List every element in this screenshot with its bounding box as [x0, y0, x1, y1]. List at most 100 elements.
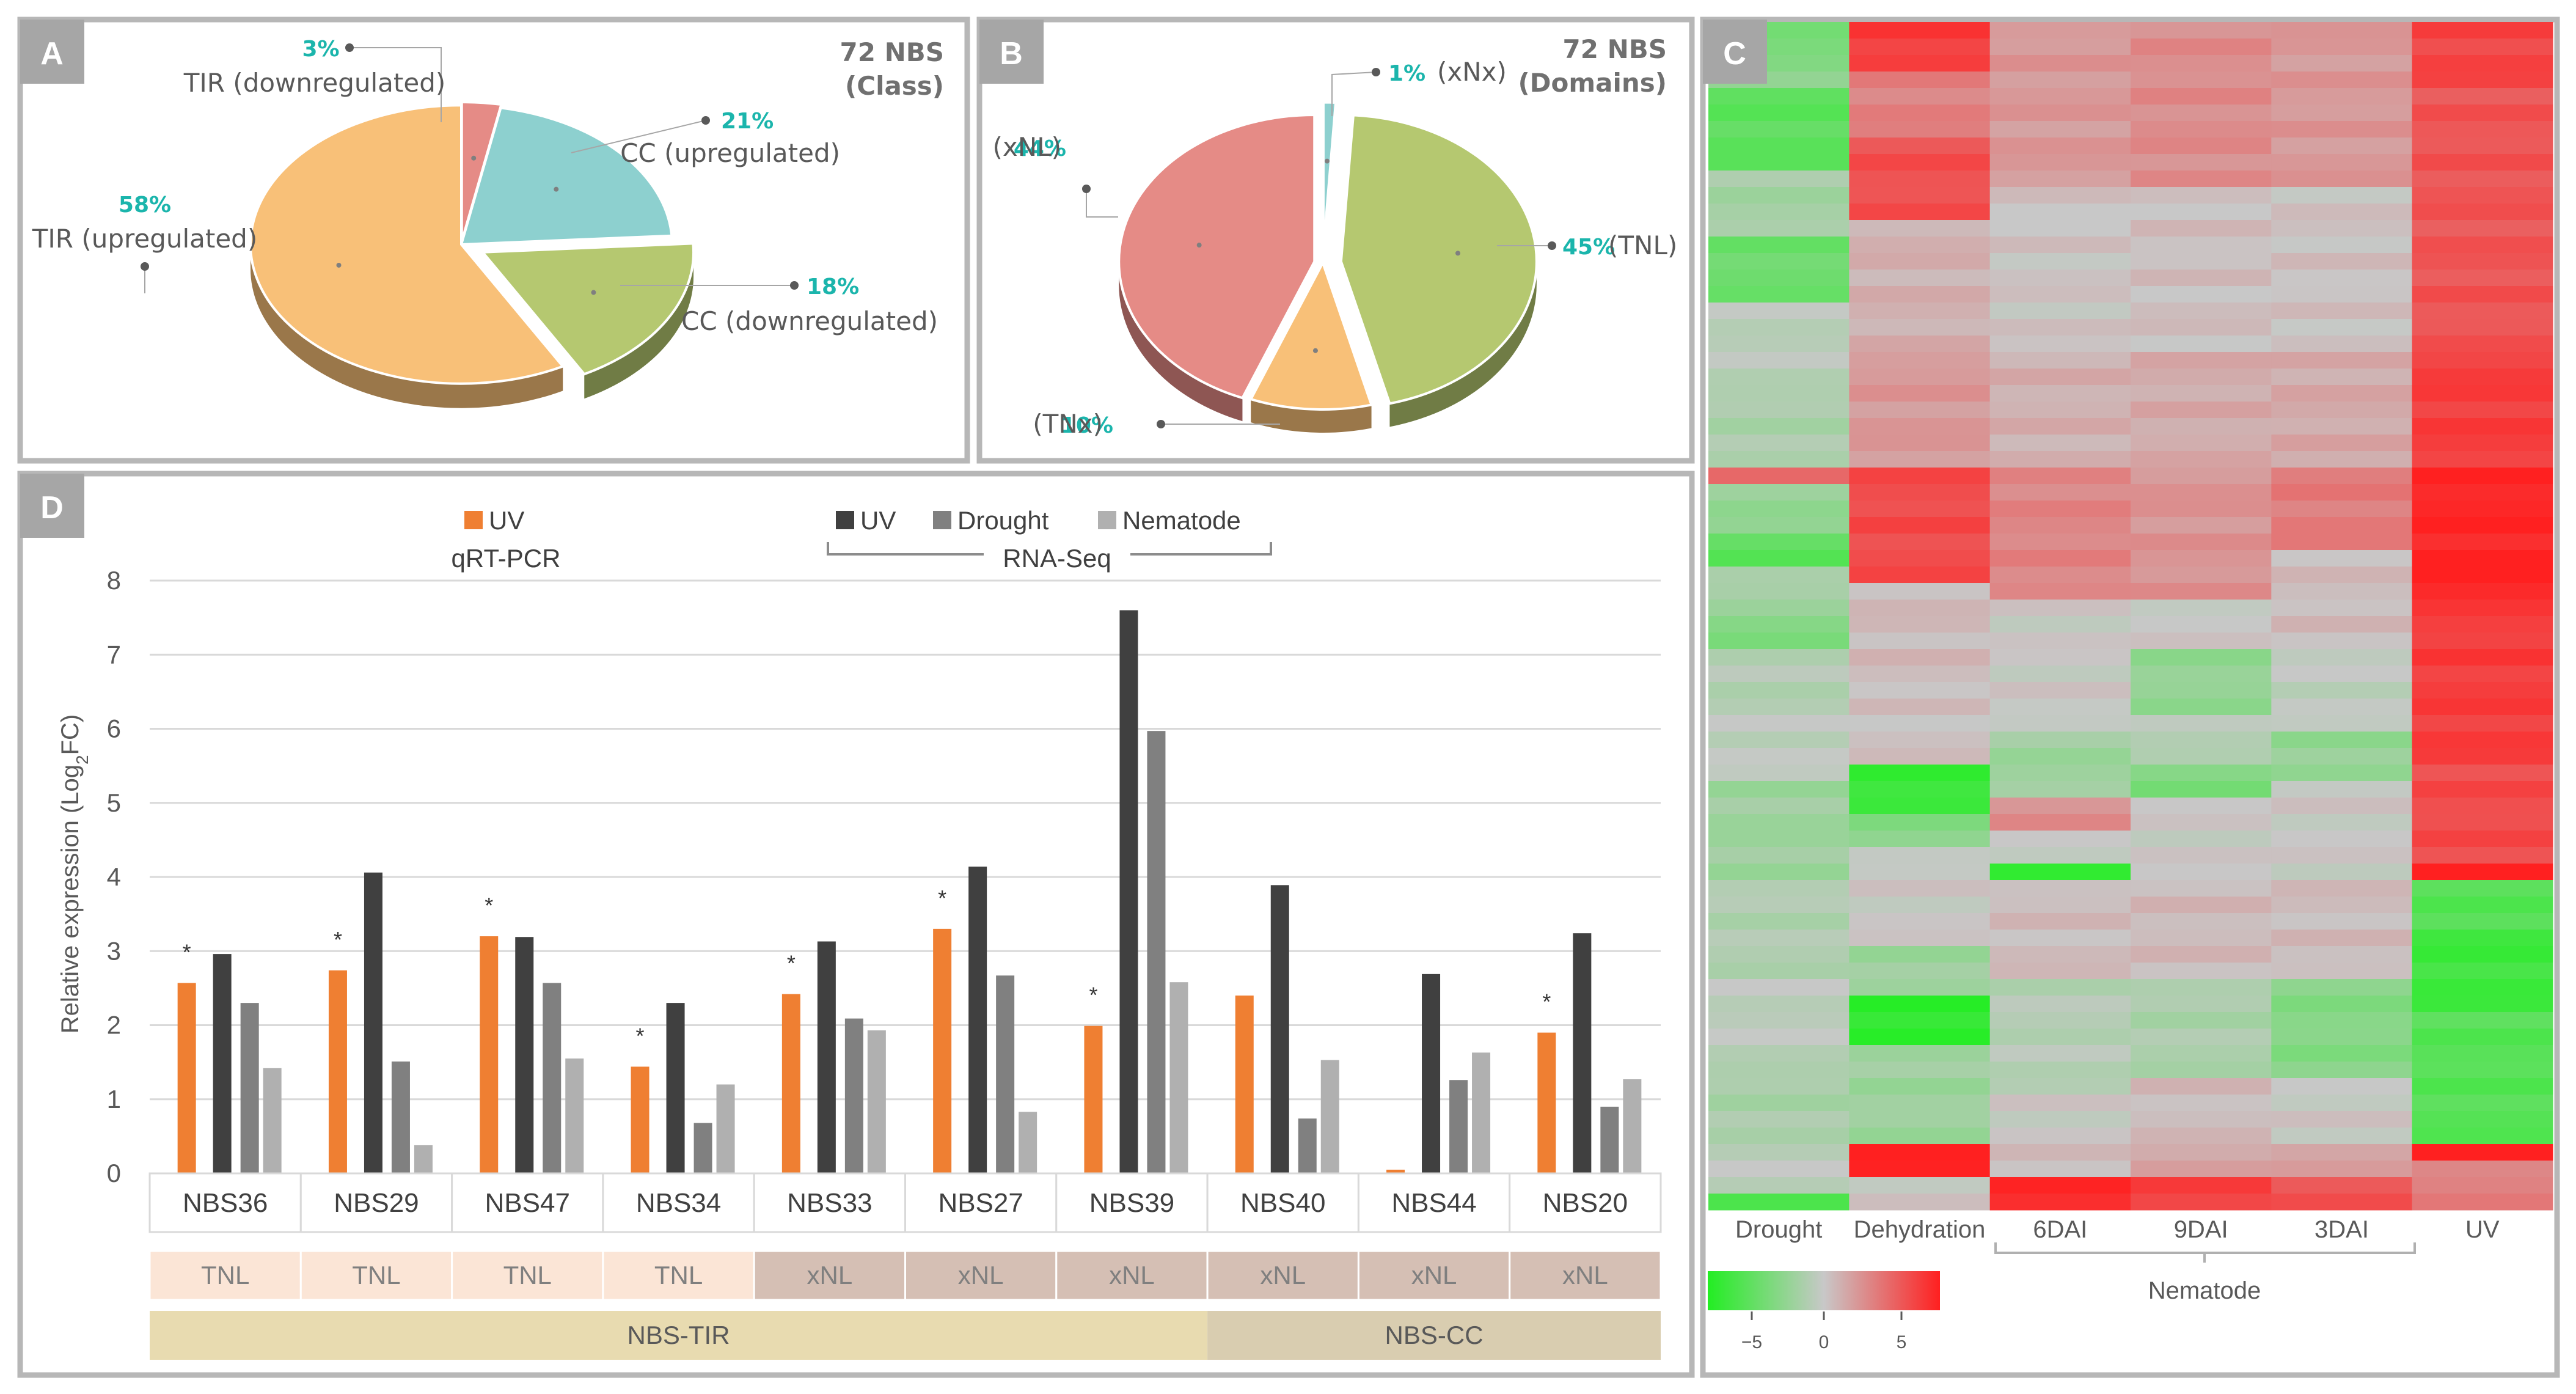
heatmap-cell [2131, 996, 2272, 1013]
class-cell-nbs-tir [150, 1311, 1208, 1360]
heatmap-cell [2412, 138, 2553, 155]
pie-label-tir-upregulated: TIR (upregulated) [32, 224, 257, 254]
heatmap-cell [2271, 583, 2413, 600]
heatmap-cell [1849, 385, 1991, 402]
heatmap-cell [2412, 798, 2553, 815]
heatmap-cell [1849, 468, 1991, 485]
heatmap-cell [1989, 1062, 2131, 1079]
heatmap [1708, 22, 2553, 1211]
heatmap-cell [2271, 1095, 2413, 1112]
heatmap-cell [1708, 748, 1850, 765]
heatmap-cell [1849, 39, 1991, 56]
heatmap-cell [2131, 286, 2272, 303]
pie-percent-xnx: 1% [1388, 61, 1425, 86]
category-cell-nbs40 [1206, 1172, 1359, 1233]
heatmap-cell [1708, 369, 1850, 386]
heatmap-cell [1849, 1111, 1991, 1128]
heatmap-cell [1849, 880, 1991, 897]
heatmap-cell [1849, 996, 1991, 1013]
panel-c-letter: C [1723, 36, 1746, 72]
panel-b-title-line1: 72 NBS [1563, 34, 1667, 64]
heatmap-cell [1849, 154, 1991, 171]
heatmap-cell [1989, 715, 2131, 732]
heatmap-cell [1708, 1177, 1850, 1194]
heatmap-cell [2271, 633, 2413, 650]
bar-uv-rna-seq-nbs29 [364, 872, 382, 1173]
heatmap-cell [2131, 121, 2272, 138]
heatmap-cell [2131, 237, 2272, 254]
heatmap-cell [1708, 484, 1850, 501]
heatmap-cell [2412, 1095, 2553, 1112]
heatmap-cell [2412, 1062, 2553, 1079]
heatmap-cell [2131, 913, 2272, 930]
pie-label-tnx: (TNx) [1033, 409, 1103, 439]
heatmap-col-label-9dai: 9DAI [2174, 1216, 2228, 1243]
heatmap-cell [1708, 1062, 1850, 1079]
pie-leader-dot-xnx [1372, 68, 1380, 76]
heatmap-cell [2271, 979, 2413, 996]
heatmap-cell [2412, 121, 2553, 138]
pie-label-xnx: (xNx) [1437, 57, 1507, 87]
heatmap-cell [2412, 550, 2553, 567]
heatmap-cell [1708, 237, 1850, 254]
heatmap-cell [1849, 798, 1991, 815]
legend-label-nematode: Nematode [1122, 506, 1241, 535]
heatmap-cell [2271, 798, 2413, 815]
panel-b-title-line2: (Domains) [1518, 68, 1667, 98]
significance-marker-nbs29: * [334, 927, 342, 952]
heatmap-cell [1989, 649, 2131, 666]
heatmap-cell [1849, 748, 1991, 765]
heatmap-cell [2271, 550, 2413, 567]
heatmap-cell [1708, 418, 1850, 435]
bar-uv-rna-seq-nbs40 [1270, 885, 1289, 1173]
bar-uv-rna-seq-nbs27 [968, 867, 987, 1173]
heatmap-cell [2412, 814, 2553, 831]
heatmap-cell [1708, 616, 1850, 633]
pie-slice-marker-tnl [1455, 251, 1461, 256]
y-tick-label: 5 [107, 788, 121, 817]
heatmap-cell [1708, 798, 1850, 815]
heatmap-cell [1708, 336, 1850, 353]
pie-percent-xnl: 44% [1014, 136, 1066, 161]
heatmap-cell [2271, 946, 2413, 963]
category-cell-nbs34 [602, 1172, 755, 1233]
heatmap-cell [2271, 814, 2413, 831]
heatmap-cell [1849, 336, 1991, 353]
heatmap-cell [1708, 319, 1850, 336]
nematode-group-label: Nematode [2148, 1277, 2261, 1304]
heatmap-cell [1708, 105, 1850, 122]
heatmap-cell [2412, 270, 2553, 287]
heatmap-cell [2412, 237, 2553, 254]
pie-slice-tir-upregulated [249, 104, 565, 385]
pie-label-tir-downregulated: TIR (downregulated) [183, 68, 446, 98]
heatmap-cell [2131, 930, 2272, 947]
heatmap-cell [2131, 1128, 2272, 1145]
panel-d: D UV qRT-PCR UV Drought Nematode RNA-Seq… [17, 471, 1695, 1378]
heatmap-cell [1849, 1177, 1991, 1194]
heatmap-cell [2131, 649, 2272, 666]
heatmap-cell [2412, 946, 2553, 963]
heatmap-cell [1708, 633, 1850, 650]
bar-drought-nbs34 [693, 1123, 712, 1173]
heatmap-cell [2131, 847, 2272, 864]
heatmap-cell [1708, 781, 1850, 798]
heatmap-cell [1849, 765, 1991, 782]
category-cell-nbs29 [299, 1172, 453, 1233]
heatmap-cell [2131, 765, 2272, 782]
pie-slice-tnx [1249, 259, 1374, 411]
heatmap-cell [2131, 336, 2272, 353]
y-tick-label: 8 [107, 566, 121, 595]
heatmap-cell [1989, 798, 2131, 815]
heatmap-cell [2412, 996, 2553, 1013]
heatmap-cell [2131, 550, 2272, 567]
category-cell-nbs39 [1055, 1172, 1209, 1233]
y-axis-label-main: Relative expression (Log [57, 765, 84, 1033]
heatmap-cell [2271, 831, 2413, 848]
heatmap-cell [2271, 39, 2413, 56]
heatmap-cell [2271, 1078, 2413, 1095]
y-tick-label: 4 [107, 862, 121, 891]
heatmap-cell [2271, 484, 2413, 501]
heatmap-cell [1849, 847, 1991, 864]
heatmap-cell [1989, 847, 2131, 864]
heatmap-cell [1708, 831, 1850, 848]
